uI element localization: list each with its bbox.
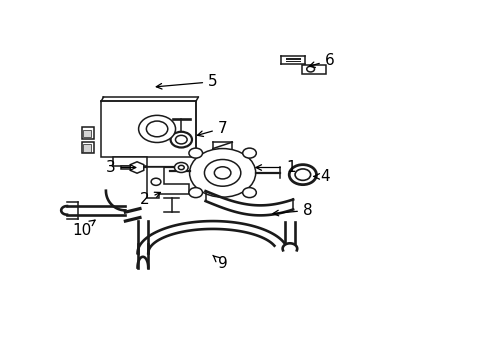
Bar xyxy=(113,157,147,166)
Circle shape xyxy=(306,66,314,72)
Text: 9: 9 xyxy=(212,255,227,271)
Circle shape xyxy=(189,149,255,197)
Text: 2: 2 xyxy=(140,192,160,207)
Text: 8: 8 xyxy=(272,203,312,218)
Circle shape xyxy=(174,162,188,172)
Circle shape xyxy=(151,178,161,185)
Bar xyxy=(82,144,91,152)
Circle shape xyxy=(175,135,187,144)
Text: 10: 10 xyxy=(72,220,95,238)
Circle shape xyxy=(188,148,202,158)
Bar xyxy=(120,166,137,169)
Bar xyxy=(301,64,325,73)
FancyBboxPatch shape xyxy=(81,127,94,139)
Circle shape xyxy=(288,165,316,185)
Circle shape xyxy=(214,167,230,179)
Circle shape xyxy=(188,188,202,198)
Circle shape xyxy=(294,169,310,180)
Circle shape xyxy=(204,159,240,186)
Circle shape xyxy=(170,132,192,148)
Circle shape xyxy=(242,148,256,158)
Text: 1: 1 xyxy=(255,160,295,175)
Text: 4: 4 xyxy=(313,169,329,184)
Circle shape xyxy=(138,115,175,143)
Circle shape xyxy=(242,188,256,198)
Polygon shape xyxy=(147,167,188,198)
FancyBboxPatch shape xyxy=(81,142,94,153)
Text: 7: 7 xyxy=(197,121,227,136)
Bar xyxy=(82,130,91,138)
Circle shape xyxy=(146,121,167,137)
Text: 3: 3 xyxy=(106,160,136,175)
Text: 5: 5 xyxy=(156,74,217,89)
Text: 6: 6 xyxy=(308,53,334,68)
Circle shape xyxy=(178,165,184,170)
Bar xyxy=(101,102,196,157)
